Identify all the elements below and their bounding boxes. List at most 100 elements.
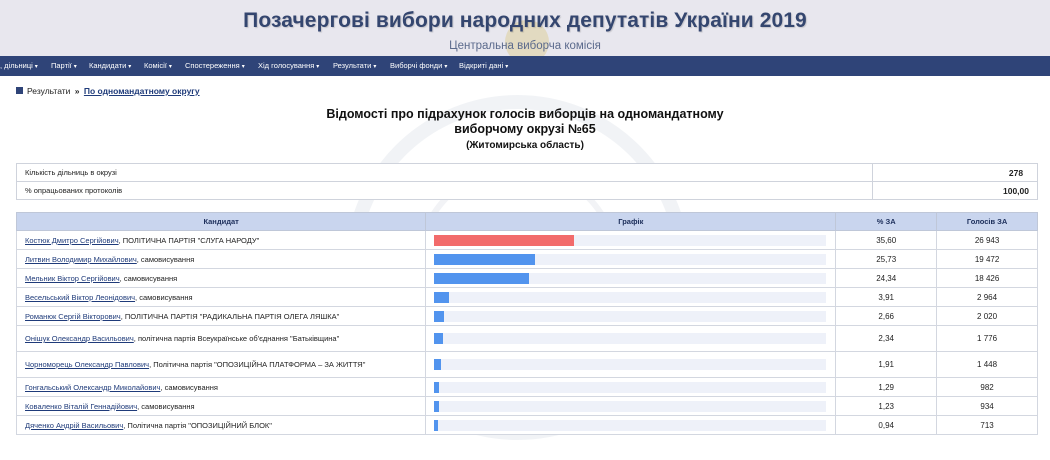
graph-cell <box>425 415 837 435</box>
breadcrumb: Результати » По одномандатному округу <box>16 86 200 98</box>
vote-share-bar <box>434 381 440 393</box>
candidate-name-link[interactable]: Дяченко Андрій Васильович <box>25 420 124 430</box>
vote-share-bar <box>434 253 536 265</box>
candidate-name-link[interactable]: Онішук Олександр Васильович <box>25 334 134 343</box>
bar-track <box>434 272 827 284</box>
votes-cell: 713 <box>936 415 1038 435</box>
table-row: Онішук Олександр Васильович, політична п… <box>15 325 1038 352</box>
votes-cell: 2 964 <box>936 287 1038 307</box>
nav-item-candidates[interactable]: Кандидати ▾ <box>89 61 132 70</box>
bar-track <box>434 234 827 246</box>
candidate-affiliation: , ПОЛІТИЧНА ПАРТІЯ "РАДИКАЛЬНА ПАРТІЯ ОЛ… <box>120 311 340 321</box>
nav-item-commissions[interactable]: Комісії ▾ <box>144 61 172 70</box>
table-row: Чорноморець Олександр Павлович, Політичн… <box>15 351 1038 378</box>
table-row: Костюк Дмитро Сергійович, ПОЛІТИЧНА ПАРТ… <box>15 230 1038 250</box>
percent-cell: 3,91 <box>835 287 938 307</box>
percent-cell: 2,66 <box>835 306 938 326</box>
candidate-cell: Мельник Віктор Сергійович, самовисування <box>15 268 427 288</box>
candidate-affiliation: , Політична партія "ОПОЗИЦІЙНА ПЛАТФОРМА… <box>149 360 366 369</box>
summary-row: % опрацьованих протоколів 100,00 <box>16 181 1038 200</box>
candidate-affiliation: , самовисування <box>119 273 178 283</box>
nav-item-parties[interactable]: Партії ▾ <box>51 61 77 70</box>
table-row: Мельник Віктор Сергійович, самовисування… <box>15 268 1038 288</box>
vote-share-bar <box>434 400 440 412</box>
table-row: Дяченко Андрій Васильович, Політична пар… <box>15 415 1038 435</box>
graph-cell <box>425 351 837 378</box>
chevron-down-icon: ▾ <box>168 64 172 70</box>
percent-cell: 25,73 <box>835 249 938 269</box>
results-header-row: Кандидат Графік % ЗА Голосів ЗА <box>15 212 1038 231</box>
results-table: Кандидат Графік % ЗА Голосів ЗА Костюк Д… <box>15 212 1038 435</box>
candidate-cell: Коваленко Віталій Геннадійович, самовису… <box>15 396 427 416</box>
site-header: Позачергові вибори народних депутатів Ук… <box>0 0 1050 56</box>
candidate-name-link[interactable]: Чорноморець Олександр Павлович <box>25 360 150 369</box>
percent-cell: 1,29 <box>835 377 938 397</box>
header-graph[interactable]: Графік <box>425 212 837 231</box>
table-row: Коваленко Віталій Геннадійович, самовису… <box>15 396 1038 416</box>
candidate-cell: Дяченко Андрій Васильович, Політична пар… <box>15 415 427 435</box>
summary-value: 100,00 <box>872 181 1038 200</box>
bar-track <box>434 310 827 322</box>
votes-cell: 1 776 <box>936 325 1038 352</box>
candidate-name-link[interactable]: Весельський Віктор Леонідович <box>25 292 136 302</box>
emblem-icon <box>505 20 549 56</box>
candidate-name-link[interactable]: Гонгальський Олександр Миколайович <box>25 382 161 392</box>
header-votes[interactable]: Голосів ЗА <box>936 212 1038 231</box>
vote-share-bar <box>434 234 575 246</box>
candidate-cell: Костюк Дмитро Сергійович, ПОЛІТИЧНА ПАРТ… <box>15 230 427 250</box>
table-row: Весельський Віктор Леонідович, самовисув… <box>15 287 1038 307</box>
breadcrumb-current[interactable]: По одномандатному округу <box>83 86 200 96</box>
results-body: Костюк Дмитро Сергійович , ПОЛІТИЧНА ПАРТ… <box>15 230 1038 435</box>
header-percent[interactable]: % ЗА <box>835 212 938 231</box>
vote-share-bar <box>434 419 439 431</box>
vote-share-bar <box>434 291 450 303</box>
document-title: Відомості про підрахунок голосів виборці… <box>240 107 810 137</box>
bar-track <box>434 359 827 370</box>
vote-share-bar <box>434 359 442 370</box>
chevron-down-icon: ▾ <box>34 64 38 70</box>
chevron-down-icon: ▾ <box>316 64 320 70</box>
table-row: Литвин Володимир Михайлович, самовисуван… <box>15 249 1038 269</box>
graph-cell <box>425 230 837 250</box>
document-title-line-2: виборчому окрузі №65 <box>454 122 596 136</box>
bar-track <box>434 253 827 265</box>
candidate-name-link[interactable]: Романюк Сергій Вікторович <box>25 311 121 321</box>
graph-cell <box>425 396 837 416</box>
bar-track <box>434 333 827 344</box>
graph-cell <box>425 377 837 397</box>
votes-cell: 19 472 <box>936 249 1038 269</box>
nav-item-results[interactable]: Результати ▾ <box>333 61 377 70</box>
candidate-affiliation: , самовисування <box>137 401 195 411</box>
candidate-cell: Чорноморець Олександр Павлович, Політичн… <box>15 351 427 378</box>
vote-share-bar <box>434 310 445 322</box>
candidate-name-link[interactable]: Костюк Дмитро Сергійович <box>25 235 119 245</box>
graph-cell <box>425 249 837 269</box>
chevron-down-icon: ▾ <box>505 64 509 70</box>
graph-cell <box>425 306 837 326</box>
votes-cell: 1 448 <box>936 351 1038 378</box>
site-subtitle: Центральна виборча комісія <box>449 40 601 52</box>
chevron-down-icon: ▾ <box>73 64 77 70</box>
bullet-square-icon <box>16 87 23 94</box>
site-title[interactable]: Позачергові вибори народних депутатів Ук… <box>243 9 807 32</box>
votes-cell: 18 426 <box>936 268 1038 288</box>
nav-item-polling-stations[interactable]: , дільниці ▾ <box>0 61 38 70</box>
chevron-down-icon: ▾ <box>128 64 132 70</box>
bar-track <box>434 381 827 393</box>
candidate-name-link[interactable]: Коваленко Віталій Геннадійович <box>25 401 138 411</box>
header-candidate[interactable]: Кандидат <box>15 212 427 231</box>
candidate-cell: Романюк Сергій Вікторович, ПОЛІТИЧНА ПАР… <box>15 306 427 326</box>
nav-item-observation[interactable]: Спостереження ▾ <box>185 61 245 70</box>
candidate-cell: Онішук Олександр Васильович, політична п… <box>15 325 427 352</box>
summary-label: Кількість дільниць в окрузі <box>16 163 873 182</box>
chevron-down-icon: ▾ <box>241 64 245 70</box>
candidate-name-link[interactable]: Мельник Віктор Сергійович <box>25 273 120 283</box>
nav-item-open-data[interactable]: Відкриті дані ▾ <box>459 61 509 70</box>
summary-value: 278 <box>872 163 1038 182</box>
breadcrumb-root[interactable]: Результати <box>27 86 71 96</box>
candidate-name-link[interactable]: Литвин Володимир Михайлович <box>25 254 137 264</box>
nav-item-voting-progress[interactable]: Хід голосування ▾ <box>258 61 320 70</box>
document-title-line-1: Відомості про підрахунок голосів виборці… <box>326 107 724 121</box>
nav-item-election-funds[interactable]: Виборчі фонди ▾ <box>390 61 448 70</box>
graph-cell <box>425 325 837 352</box>
